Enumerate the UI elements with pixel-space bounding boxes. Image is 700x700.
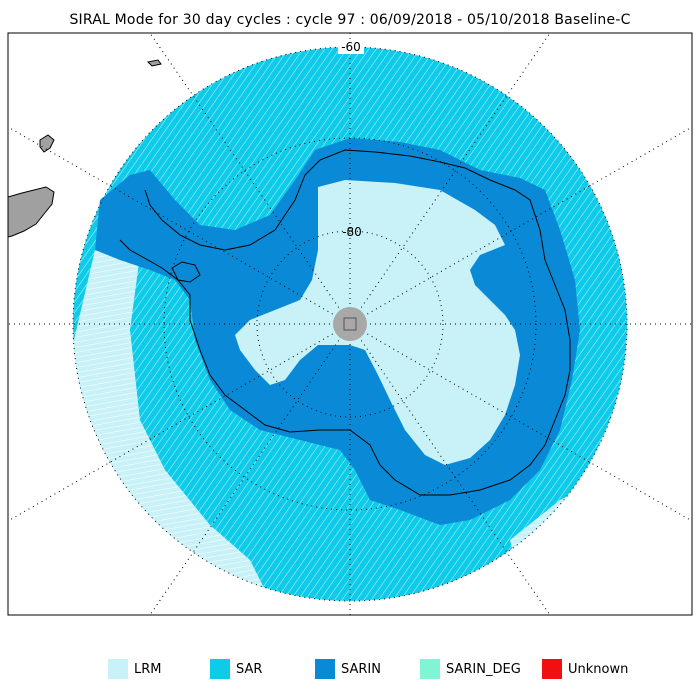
legend-label-lrm: LRM [134, 661, 162, 677]
legend-label-sarin-deg: SARIN_DEG [446, 661, 521, 677]
legend-item-sar: SAR [210, 658, 262, 680]
legend-item-sarin-deg: SARIN_DEG [420, 658, 521, 680]
south-america-land [8, 186, 55, 238]
antarctic-coastline [119, 149, 571, 496]
legend-swatch-lrm [108, 659, 128, 679]
legend-swatch-sarin-deg [420, 659, 440, 679]
island-land [39, 134, 55, 153]
lat-label-60: -60 [341, 40, 361, 54]
island-land [146, 59, 162, 67]
pole-hole [333, 307, 367, 341]
lat-label-80: -80 [342, 225, 362, 239]
lrm-ice-sheet [235, 180, 520, 465]
ice-shelf-outline [171, 261, 201, 283]
legend-label-sar: SAR [236, 661, 263, 677]
map-title: SIRAL Mode for 30 day cycles : cycle 97 … [69, 12, 631, 28]
legend-item-sarin: SARIN [315, 658, 381, 680]
legend-swatch-unknown [542, 659, 562, 679]
legend-label-unknown: Unknown [568, 661, 629, 677]
legend-swatch-sar [210, 659, 230, 679]
legend-swatch-sarin [315, 659, 335, 679]
lat-label-bg [338, 40, 364, 54]
legend-item-lrm: LRM [108, 658, 162, 680]
map-legend: LRM SAR SARIN SARIN_DEG Unknown [0, 658, 700, 682]
pole-marker [343, 317, 357, 331]
legend-label-sarin: SARIN [341, 661, 381, 677]
graticule [8, 33, 692, 615]
legend-item-unknown: Unknown [542, 658, 628, 680]
